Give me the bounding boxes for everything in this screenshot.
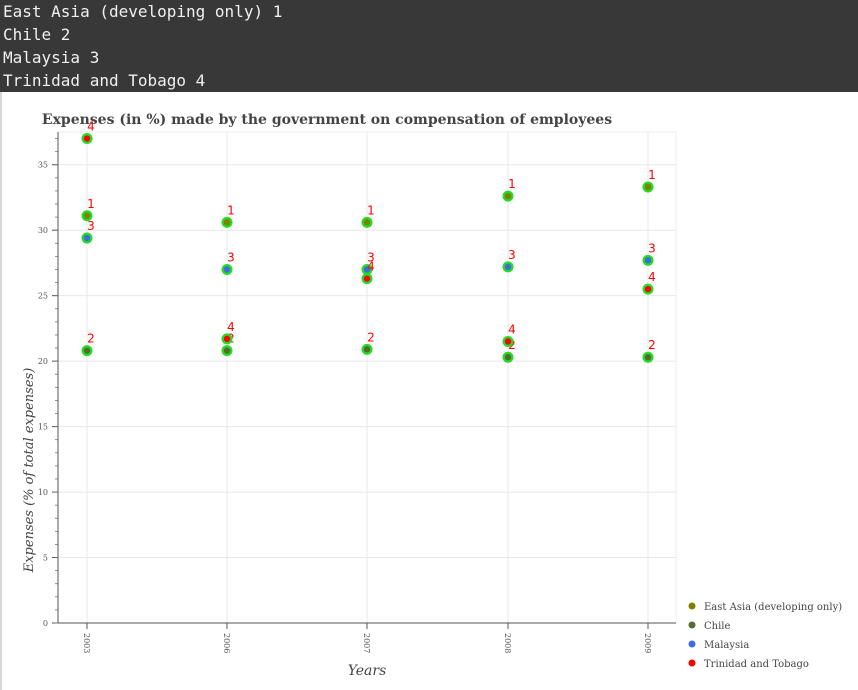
data-point bbox=[83, 212, 91, 219]
data-point bbox=[644, 257, 652, 264]
legend-marker bbox=[688, 621, 696, 629]
axis-layer: 0 5 10 15 20 25 30 35 2003 2006 2007 2008 2009 bbox=[38, 132, 676, 653]
data-label: 3 bbox=[508, 248, 516, 262]
legend-marker bbox=[688, 640, 696, 648]
data-label: 4 bbox=[508, 322, 516, 336]
console-line: Chile 2 bbox=[3, 25, 71, 44]
x-tick-label: 2008 bbox=[503, 633, 512, 653]
data-label: 4 bbox=[648, 270, 656, 284]
data-point bbox=[223, 266, 231, 273]
data-label: 1 bbox=[227, 203, 235, 217]
data-point bbox=[83, 347, 91, 354]
data-label: 3 bbox=[87, 219, 95, 233]
console-line: Malaysia 3 bbox=[3, 48, 100, 67]
y-tick-label: 30 bbox=[38, 226, 48, 235]
data-point bbox=[644, 183, 652, 191]
data-label: 4 bbox=[87, 120, 95, 134]
data-label: 3 bbox=[367, 250, 375, 264]
legend-marker bbox=[688, 659, 696, 667]
y-tick-label: 35 bbox=[38, 161, 48, 170]
data-point bbox=[363, 275, 371, 282]
y-tick-label: 10 bbox=[38, 488, 48, 497]
data-point bbox=[223, 335, 231, 343]
data-label: 1 bbox=[87, 197, 95, 211]
chart-title: Expenses (in %) made by the government o… bbox=[42, 112, 612, 128]
data-label: 2 bbox=[367, 330, 375, 344]
data-label: 1 bbox=[367, 203, 375, 217]
data-label: 3 bbox=[227, 250, 235, 264]
data-label: 4 bbox=[367, 260, 375, 274]
data-point bbox=[504, 263, 512, 271]
legend-label: East Asia (developing only) bbox=[704, 602, 842, 613]
x-tick-label: 2003 bbox=[82, 633, 91, 653]
data-label: 4 bbox=[227, 320, 235, 334]
data-point bbox=[363, 219, 371, 226]
scatter-chart: Expenses (in %) made by the government o… bbox=[22, 112, 842, 679]
data-point bbox=[223, 219, 231, 226]
plot-area bbox=[0, 92, 858, 690]
data-point bbox=[504, 338, 512, 345]
y-tick-label: 0 bbox=[43, 619, 48, 628]
legend: East Asia (developing only) Chile Malaysia… bbox=[688, 602, 842, 670]
console-output: East Asia (developing only) 1 Chile 2 Ma… bbox=[0, 0, 858, 92]
data-point bbox=[504, 192, 512, 200]
data-point bbox=[83, 234, 91, 242]
data-point bbox=[83, 135, 91, 142]
x-tick-label: 2007 bbox=[362, 633, 371, 653]
data-label: 2 bbox=[87, 332, 95, 346]
legend-label: Trinidad and Tobago bbox=[704, 659, 809, 670]
y-tick-label: 5 bbox=[43, 554, 48, 563]
data-point bbox=[363, 266, 371, 273]
x-axis-label: Years bbox=[348, 663, 387, 679]
legend-label: Chile bbox=[704, 621, 730, 632]
y-axis-label: Expenses (% of total expenses) bbox=[22, 368, 37, 574]
data-point bbox=[644, 354, 652, 361]
data-point bbox=[223, 347, 231, 354]
y-tick-label: 15 bbox=[38, 423, 48, 432]
points-layer: 11111222223333344444 bbox=[81, 120, 656, 363]
legend-marker bbox=[688, 602, 696, 610]
console-line: Trinidad and Tobago 4 bbox=[3, 71, 206, 90]
data-label: 3 bbox=[648, 241, 656, 255]
x-tick-label: 2006 bbox=[222, 633, 231, 653]
y-tick-label: 20 bbox=[38, 357, 48, 366]
console-line: East Asia (developing only) 1 bbox=[3, 2, 283, 21]
data-label: 1 bbox=[648, 168, 656, 182]
data-label: 1 bbox=[508, 177, 516, 191]
data-point bbox=[504, 354, 512, 361]
legend-label: Malaysia bbox=[704, 640, 749, 651]
data-label: 2 bbox=[648, 338, 656, 352]
y-tick-label: 25 bbox=[38, 292, 48, 301]
x-tick-label: 2009 bbox=[643, 633, 652, 653]
data-point bbox=[644, 285, 652, 293]
data-point bbox=[363, 346, 371, 353]
